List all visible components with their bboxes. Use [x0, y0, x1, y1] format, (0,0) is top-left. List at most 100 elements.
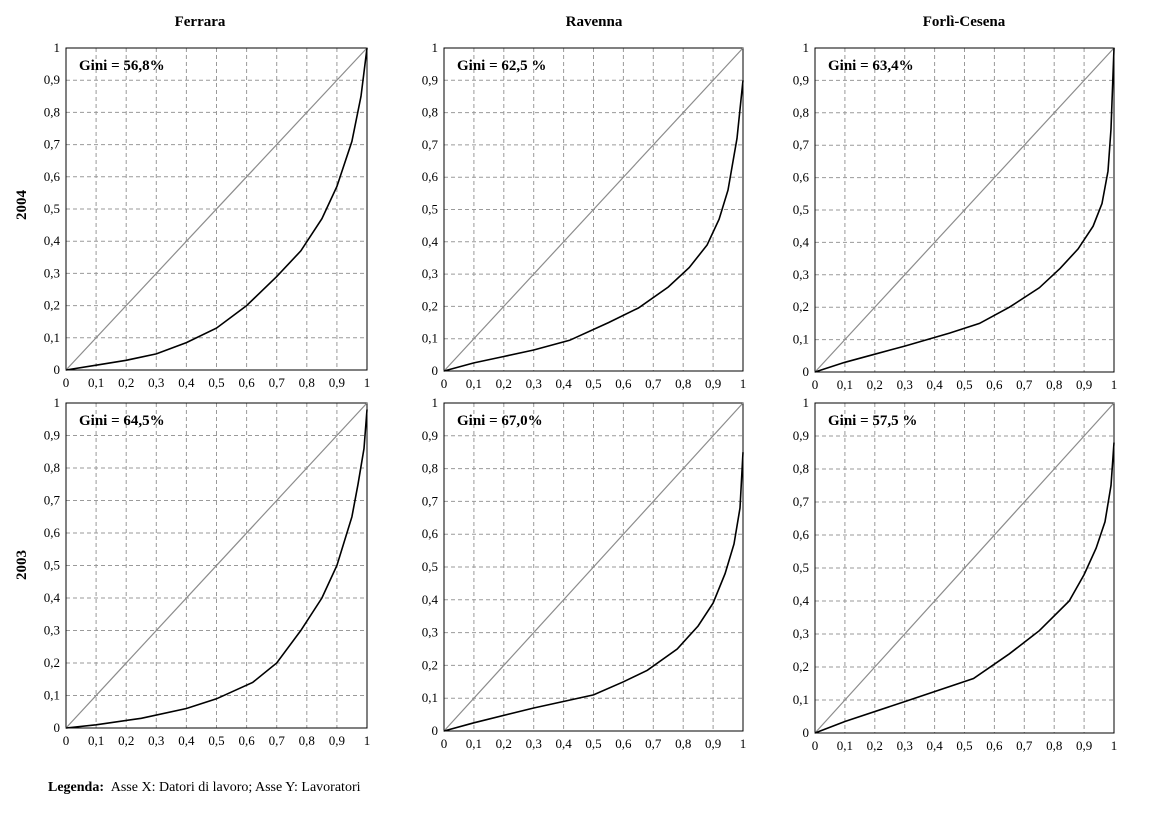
x-tick-label: 0,3 [526, 736, 542, 751]
y-tick-label: 0 [803, 364, 810, 379]
x-tick-label: 0 [441, 376, 448, 391]
y-tick-label: 0,6 [422, 169, 439, 184]
y-tick-label: 0,8 [422, 105, 438, 120]
x-tick-label: 0,4 [178, 733, 195, 748]
y-tick-label: 0,1 [44, 688, 60, 703]
y-tick-label: 0,3 [422, 625, 438, 640]
equality-line [65, 47, 368, 371]
plot-frame [443, 402, 744, 732]
row-title-2003: 2003 [14, 550, 30, 580]
x-tick-label: 0,5 [956, 377, 972, 392]
x-tick-label: 0,2 [867, 377, 883, 392]
x-tick-label: 0,6 [986, 377, 1003, 392]
legend-label: Legenda: [48, 780, 104, 795]
x-tick-label: 0,9 [1076, 738, 1092, 753]
x-tick-label: 0,3 [897, 738, 913, 753]
x-tick-label: 0,7 [1016, 738, 1033, 753]
plot-frame [814, 402, 1115, 734]
x-tick-label: 0,5 [208, 733, 224, 748]
y-tick-label: 0,3 [793, 626, 809, 641]
x-tick-label: 0,2 [496, 736, 512, 751]
x-tick-label: 0,1 [466, 736, 482, 751]
gini-annotation: Gini = 62,5 % [457, 58, 546, 74]
y-tick-label: 0,9 [44, 72, 60, 87]
x-tick-label: 0,4 [178, 375, 195, 390]
column-title-forli-cesena: Forlì-Cesena [923, 14, 1006, 30]
x-tick-label: 0,6 [986, 738, 1003, 753]
y-tick-label: 0,2 [422, 657, 438, 672]
lorenz-panel: 0 0,1 0,2 0,3 0,4 0,5 0,6 0,7 0,8 0,9 1 0 0,1 0,2 0,3 0… [793, 40, 1118, 392]
y-tick-label: 0,7 [793, 137, 810, 152]
y-tick-label: 0,3 [793, 267, 809, 282]
y-tick-label: 0 [54, 362, 61, 377]
x-tick-label: 0,3 [897, 377, 913, 392]
x-tick-label: 0,1 [837, 377, 853, 392]
x-tick-label: 1 [364, 375, 371, 390]
y-tick-label: 0,9 [793, 72, 809, 87]
y-tick-label: 0,8 [44, 460, 60, 475]
x-tick-label: 0,4 [555, 376, 572, 391]
y-tick-label: 0 [803, 725, 810, 740]
x-tick-label: 0,8 [1046, 377, 1062, 392]
y-tick-label: 1 [54, 395, 61, 410]
legend-text: Asse X: Datori di lavoro; Asse Y: Lavora… [111, 780, 361, 795]
gini-annotation: Gini = 57,5 % [828, 413, 917, 429]
x-tick-label: 0,8 [675, 376, 691, 391]
y-tick-label: 0,6 [793, 170, 810, 185]
x-tick-label: 0,8 [675, 736, 691, 751]
y-tick-label: 0,9 [44, 428, 60, 443]
y-tick-label: 0,1 [793, 332, 809, 347]
gini-annotation: Gini = 56,8% [79, 58, 165, 74]
y-tick-label: 0,9 [422, 72, 438, 87]
y-tick-label: 1 [432, 40, 439, 55]
x-tick-label: 0,9 [705, 736, 721, 751]
gini-annotation: Gini = 63,4% [828, 58, 914, 74]
x-tick-label: 0,1 [88, 733, 104, 748]
y-tick-label: 0,4 [44, 590, 61, 605]
x-tick-label: 0,6 [238, 733, 255, 748]
x-tick-label: 0,9 [329, 733, 345, 748]
x-tick-label: 0,7 [645, 376, 662, 391]
y-tick-label: 0,8 [793, 105, 809, 120]
x-tick-label: 0,6 [238, 375, 255, 390]
lorenz-curve [443, 452, 744, 732]
lorenz-panel: 0 0,1 0,2 0,3 0,4 0,5 0,6 0,7 0,8 0,9 1 0 0,1 0,2 0,3 0… [422, 40, 747, 391]
y-tick-label: 0,6 [422, 526, 439, 541]
row-title-2004: 2004 [14, 190, 30, 221]
x-tick-label: 0,2 [867, 738, 883, 753]
x-tick-label: 0,2 [118, 733, 134, 748]
y-tick-label: 0,3 [44, 265, 60, 280]
x-tick-label: 0,1 [466, 376, 482, 391]
y-tick-label: 0,9 [793, 428, 809, 443]
lorenz-curve [814, 442, 1115, 734]
plot-frame [65, 402, 368, 729]
y-tick-label: 0,1 [793, 692, 809, 707]
x-tick-label: 0,4 [926, 738, 943, 753]
x-tick-label: 0 [63, 375, 70, 390]
x-tick-label: 0,4 [555, 736, 572, 751]
x-tick-label: 0,5 [956, 738, 972, 753]
legend: Legenda: Asse X: Datori di lavoro; Asse … [48, 780, 361, 795]
y-tick-label: 0,5 [793, 202, 809, 217]
x-tick-label: 0,8 [299, 375, 315, 390]
x-tick-label: 0 [63, 733, 70, 748]
y-tick-label: 0,7 [44, 137, 61, 152]
y-tick-label: 0,7 [793, 494, 810, 509]
y-tick-label: 0,2 [793, 299, 809, 314]
y-tick-label: 1 [803, 40, 810, 55]
lorenz-panel: 0 0,1 0,2 0,3 0,4 0,5 0,6 0,7 0,8 0,9 1 0 0,1 0,2 0,3 0… [44, 40, 371, 390]
y-tick-label: 0,2 [44, 298, 60, 313]
y-tick-label: 0,3 [44, 623, 60, 638]
x-tick-label: 0,5 [208, 375, 224, 390]
lorenz-panel: 0 0,1 0,2 0,3 0,4 0,5 0,6 0,7 0,8 0,9 1 0 0,1 0,2 0,3 0… [793, 395, 1118, 753]
x-tick-label: 1 [740, 376, 747, 391]
x-tick-label: 0,7 [269, 375, 286, 390]
y-tick-label: 0,6 [793, 527, 810, 542]
x-tick-label: 0,9 [329, 375, 345, 390]
lorenz-curve [814, 47, 1115, 373]
x-tick-label: 0,8 [1046, 738, 1062, 753]
y-tick-label: 0,5 [422, 202, 438, 217]
y-tick-label: 0,8 [422, 461, 438, 476]
x-tick-label: 0,4 [926, 377, 943, 392]
x-tick-label: 0,1 [88, 375, 104, 390]
